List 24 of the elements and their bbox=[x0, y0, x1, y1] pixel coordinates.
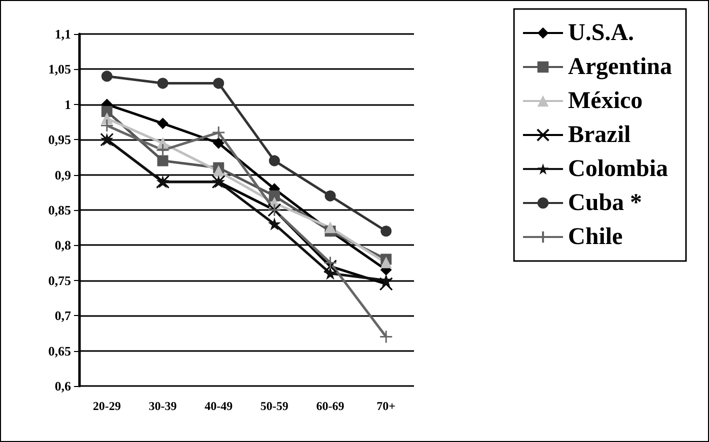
x-tick-label: 30-39 bbox=[148, 399, 177, 413]
y-tick-label: 0,6 bbox=[54, 378, 72, 394]
y-tick-label: 1 bbox=[64, 96, 71, 112]
legend-label: Brazil bbox=[568, 122, 631, 148]
y-tick-label: 0,8 bbox=[54, 238, 72, 253]
x-tick-label: 40-49 bbox=[204, 399, 233, 413]
y-tick-label: 0,9 bbox=[54, 167, 72, 182]
y-tick-label: 0,75 bbox=[48, 272, 72, 288]
legend-label: Argentina bbox=[568, 54, 672, 80]
x-tick-label: 70+ bbox=[376, 399, 396, 413]
legend-label: México bbox=[568, 88, 643, 114]
legend-label: U.S.A. bbox=[568, 20, 634, 46]
y-tick-label: 1,1 bbox=[54, 26, 71, 42]
y-tick-label: 0,95 bbox=[48, 132, 72, 148]
x-tick-label: 60-69 bbox=[316, 399, 344, 413]
legend-label: Cuba * bbox=[568, 190, 642, 216]
legend-label: Colombia bbox=[568, 156, 668, 182]
y-tick-label: 0,7 bbox=[54, 308, 72, 324]
y-tick-label: 0,65 bbox=[48, 343, 72, 358]
x-tick-label: 50-59 bbox=[260, 399, 288, 413]
y-tick-label: 0,85 bbox=[48, 202, 72, 218]
x-tick-label: 20-29 bbox=[92, 399, 121, 413]
y-tick-label: 1,05 bbox=[48, 62, 72, 77]
legend-label: Chile bbox=[568, 224, 624, 250]
